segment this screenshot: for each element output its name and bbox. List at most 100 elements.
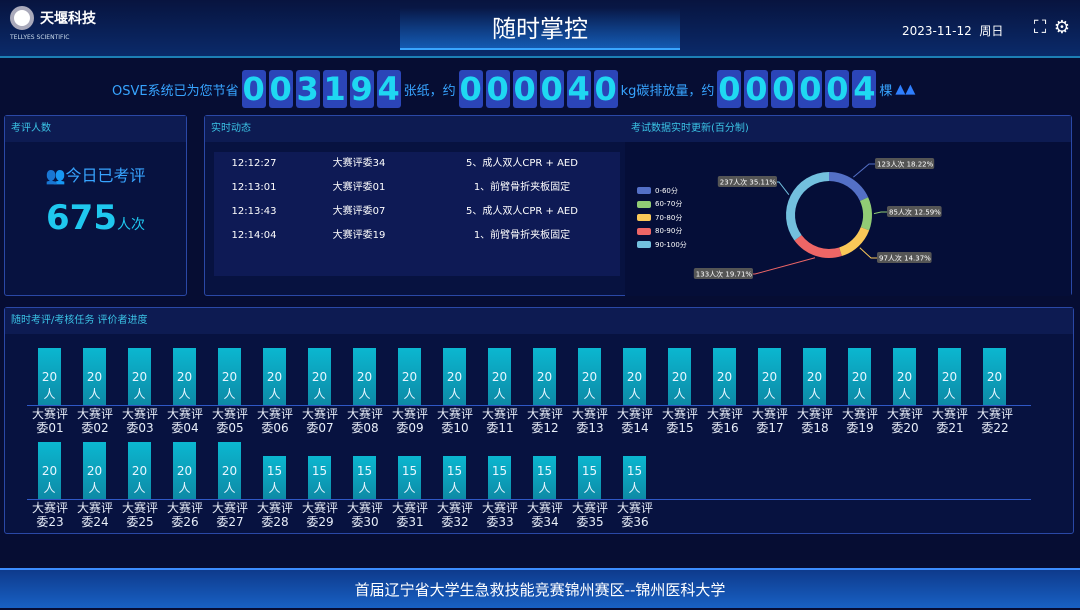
bar[interactable]: 15 人: [398, 456, 421, 499]
bar[interactable]: 20 人: [803, 348, 826, 405]
bar[interactable]: 20 人: [218, 348, 241, 405]
bar[interactable]: 20 人: [983, 348, 1006, 405]
bar-unit: 人: [88, 481, 101, 495]
bar-unit: 人: [628, 481, 641, 495]
legend-swatch: [637, 214, 651, 222]
digit: 9: [349, 70, 374, 108]
bar-label: 大赛评委15: [661, 407, 698, 435]
bar[interactable]: 20 人: [938, 348, 961, 405]
bar-value: 20: [131, 464, 148, 478]
bar[interactable]: 20 人: [578, 348, 601, 405]
bar[interactable]: 20 人: [128, 442, 151, 499]
bar[interactable]: 20 人: [893, 348, 916, 405]
counter-prefix: OSVE系统已为您节省: [112, 83, 239, 99]
feed-time: 12:13:43: [231, 206, 277, 217]
bar[interactable]: 15 人: [533, 456, 556, 499]
bar-label: 大赛评委22: [976, 407, 1013, 435]
data-label: 123人次 18.22%: [877, 160, 934, 169]
bar-value: 15: [446, 464, 463, 478]
bar-label: 大赛评委03: [121, 407, 158, 435]
bar[interactable]: 15 人: [263, 456, 286, 499]
pie-slice[interactable]: [786, 172, 829, 241]
today-text: 今日已考评: [65, 166, 146, 185]
bar[interactable]: 15 人: [443, 456, 466, 499]
bar-label: 大赛评委24: [76, 501, 113, 529]
bar-label: 大赛评委12: [526, 407, 563, 435]
bar[interactable]: 20 人: [218, 442, 241, 499]
bar-unit: 人: [268, 481, 281, 495]
bar[interactable]: 20 人: [488, 348, 511, 405]
legend-item[interactable]: 60-70分: [637, 198, 687, 212]
bar[interactable]: 20 人: [173, 442, 196, 499]
bar[interactable]: 20 人: [353, 348, 376, 405]
carbon-unit: kg碳排放量，约: [620, 83, 715, 99]
bar[interactable]: 20 人: [83, 442, 106, 499]
bar-value: 20: [491, 370, 508, 384]
legend-swatch: [637, 200, 651, 208]
digit: 0: [717, 70, 742, 108]
bar[interactable]: 20 人: [848, 348, 871, 405]
paper-unit: 张纸，约: [403, 83, 456, 99]
bar[interactable]: 20 人: [308, 348, 331, 405]
bar[interactable]: 20 人: [173, 348, 196, 405]
bar[interactable]: 20 人: [83, 348, 106, 405]
legend-item[interactable]: 0-60分: [637, 184, 687, 198]
bar-value: 15: [626, 464, 643, 478]
digit: 0: [458, 70, 483, 108]
gear-icon[interactable]: ⚙: [1053, 17, 1071, 38]
legend-label: 70-80分: [655, 213, 683, 222]
bar[interactable]: 20 人: [668, 348, 691, 405]
pie-slice[interactable]: [829, 172, 869, 201]
bar-label: 大赛评委01: [31, 407, 68, 435]
x-axis: [27, 405, 1031, 406]
bar-unit: 人: [133, 481, 146, 495]
bar-label: 大赛评委32: [436, 501, 473, 529]
bar[interactable]: 15 人: [353, 456, 376, 499]
bar-value: 15: [356, 464, 373, 478]
bar-unit: 人: [448, 481, 461, 495]
data-label: 133人次 19.71%: [696, 270, 753, 279]
bar[interactable]: 20 人: [38, 442, 61, 499]
pie-slice[interactable]: [794, 235, 842, 258]
bar[interactable]: 15 人: [308, 456, 331, 499]
bar-label: 大赛评委16: [706, 407, 743, 435]
bar-unit: 人: [223, 481, 236, 495]
bar[interactable]: 20 人: [533, 348, 556, 405]
fullscreen-icon[interactable]: ⛶: [1033, 17, 1047, 38]
bar-label: 大赛评委26: [166, 501, 203, 529]
bar-value: 20: [356, 370, 373, 384]
bar[interactable]: 20 人: [443, 348, 466, 405]
pie-slice[interactable]: [859, 197, 872, 231]
bar-value: 20: [41, 464, 58, 478]
header: 天堰科技 TELLYES SCIENTIFIC 随时掌控 2023-11-12 …: [0, 0, 1080, 58]
bar[interactable]: 20 人: [398, 348, 421, 405]
bar[interactable]: 15 人: [488, 456, 511, 499]
label-line: [873, 211, 887, 215]
bar-label: 大赛评委07: [301, 407, 338, 435]
bar[interactable]: 15 人: [623, 456, 646, 499]
feed-time: 12:12:27: [231, 158, 277, 169]
bar[interactable]: 20 人: [263, 348, 286, 405]
realtime-panel: 实时动态 考试数据实时更新(百分制) 12:12:27 大赛评委34 5、成人双人CP…: [204, 115, 1072, 296]
digit: 4: [566, 70, 591, 108]
digit: 0: [485, 70, 510, 108]
pie-legend: 0-60分 60-70分 70-80分 80-90分 90-100分: [637, 184, 687, 252]
bar[interactable]: 20 人: [38, 348, 61, 405]
bar[interactable]: 15 人: [578, 456, 601, 499]
bar[interactable]: 20 人: [758, 348, 781, 405]
bar-label: 大赛评委25: [121, 501, 158, 529]
bar[interactable]: 20 人: [128, 348, 151, 405]
legend-item[interactable]: 80-90分: [637, 225, 687, 239]
panel-title: 随时考评/考核任务 评价者进度: [5, 308, 1073, 334]
bar-unit: 人: [538, 481, 551, 495]
legend-item[interactable]: 70-80分: [637, 211, 687, 225]
legend-label: 80-90分: [655, 227, 683, 236]
bar-label: 大赛评委02: [76, 407, 113, 435]
legend-item[interactable]: 90-100分: [637, 238, 687, 252]
bar[interactable]: 20 人: [623, 348, 646, 405]
bar[interactable]: 20 人: [713, 348, 736, 405]
pie-slice[interactable]: [839, 227, 870, 257]
bar-unit: 人: [538, 387, 551, 401]
